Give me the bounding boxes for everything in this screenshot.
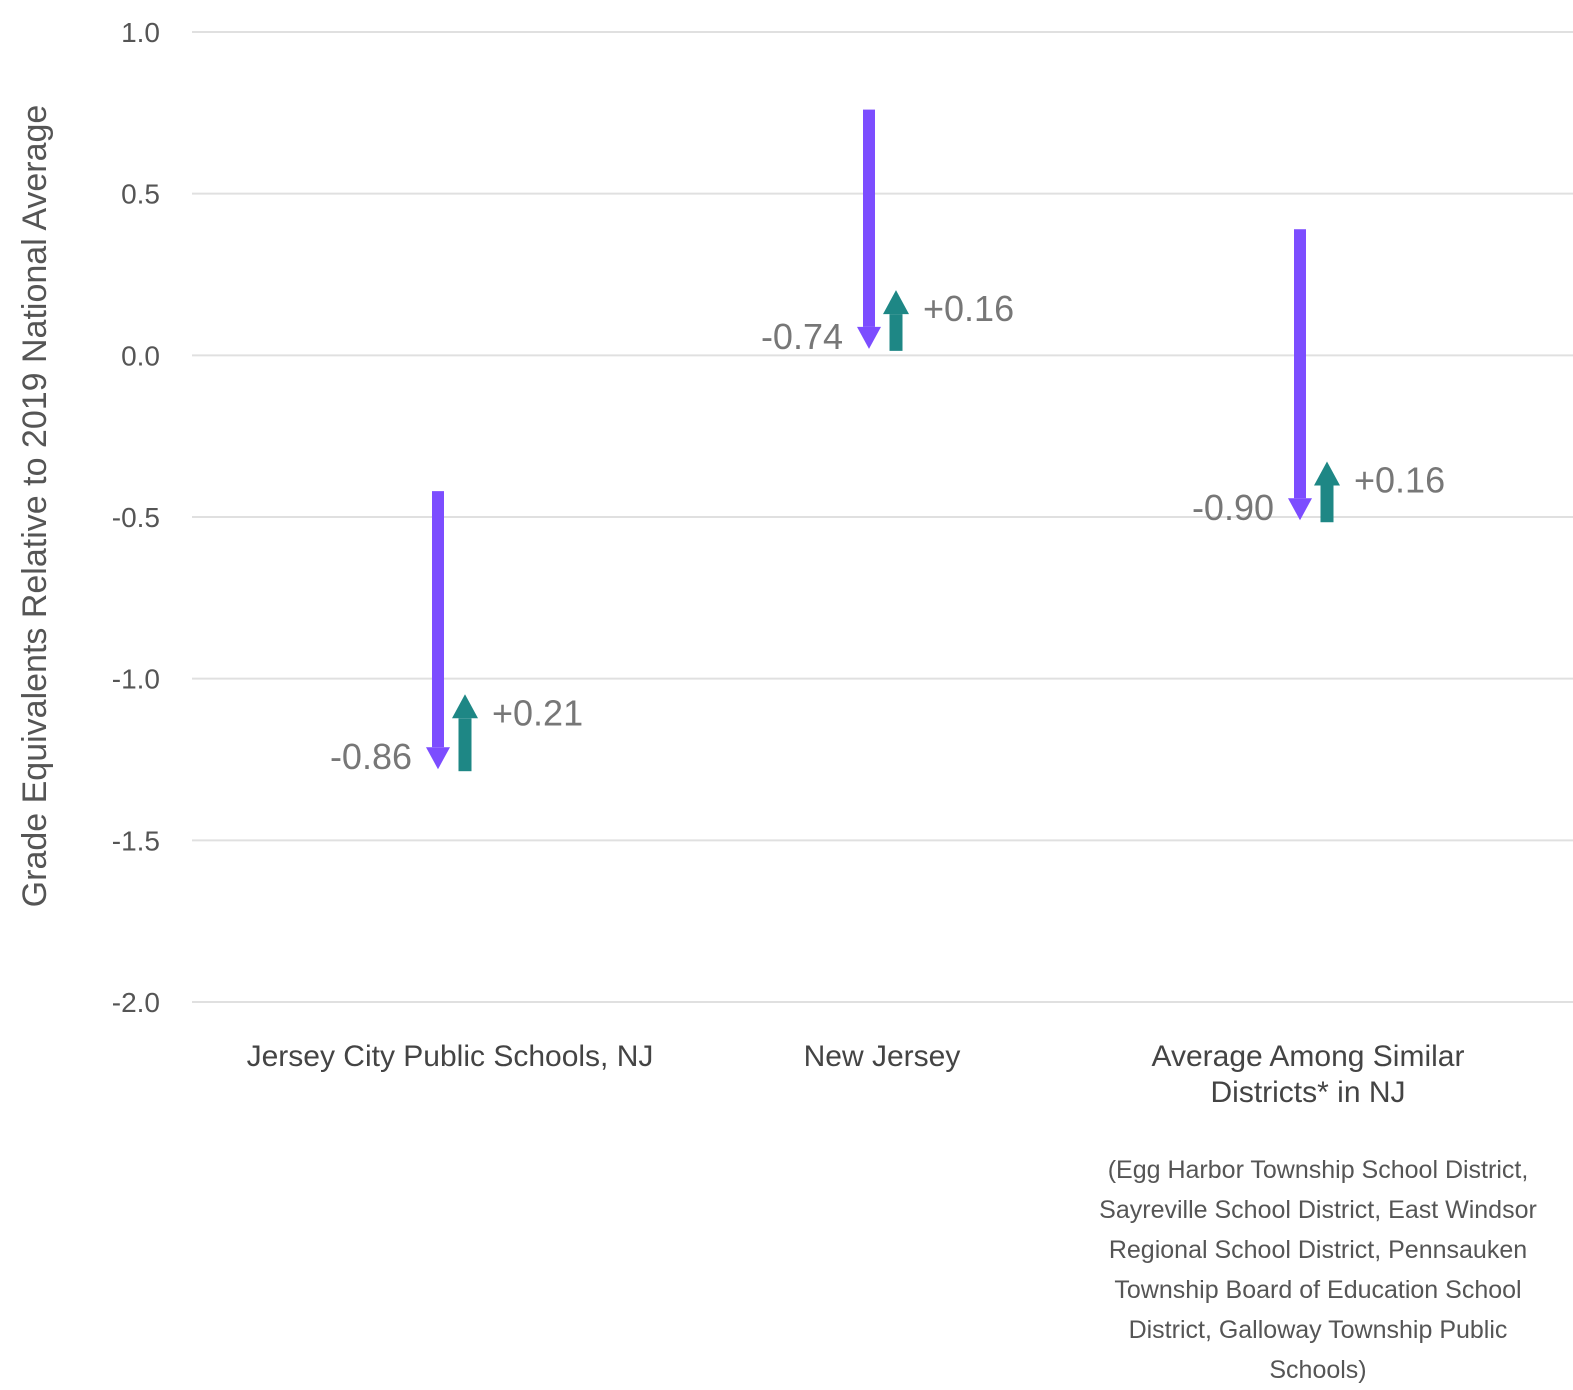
category-note: Township Board of Education School (1114, 1276, 1521, 1304)
recovery-arrow-head (883, 290, 909, 315)
y-tick-label: 0.5 (121, 179, 160, 210)
category-label: New Jersey (804, 1040, 961, 1073)
gridlines (192, 31, 1573, 1003)
y-axis-label: Grade Equivalents Relative to 2019 Natio… (16, 105, 54, 908)
y-tick-label: -0.5 (112, 502, 160, 533)
decline-arrow-head (1288, 498, 1312, 521)
recovery-arrow-head (1314, 461, 1340, 486)
recovery-value-label: +0.21 (492, 692, 583, 733)
y-tick-label: 0.0 (121, 340, 160, 371)
category-note: District, Galloway Township Public (1129, 1316, 1508, 1344)
recovery-value-label: +0.16 (923, 288, 1014, 329)
category-note: Sayreville School District, East Windsor (1099, 1196, 1537, 1224)
recovery-arrow-shaft (889, 314, 903, 351)
arrow-marks: -0.86 +0.21 -0.74 +0.16 -0.90 +0.16 (330, 109, 1445, 777)
y-tick-label: -1.5 (112, 825, 160, 856)
category-label: Districts* in NJ (1210, 1076, 1405, 1109)
decline-arrow-shaft (1294, 229, 1306, 499)
recovery-arrow-head (452, 694, 478, 719)
category-labels: Jersey City Public Schools, NJ New Jersey… (247, 1040, 1537, 1384)
y-tick-label: 1.0 (121, 17, 160, 48)
y-axis-ticks: 1.0 0.5 0.0 -0.5 -1.0 -1.5 -2.0 (112, 17, 160, 1018)
recovery-value-label: +0.16 (1354, 460, 1445, 501)
decline-value-label: -0.90 (1192, 487, 1274, 528)
decline-arrow-head (857, 326, 881, 349)
decline-arrow-head (426, 747, 450, 770)
category-note: Regional School District, Pennsauken (1109, 1236, 1527, 1264)
category-label: Average Among Similar (1152, 1040, 1465, 1073)
decline-value-label: -0.74 (761, 316, 843, 357)
y-tick-label: -1.0 (112, 664, 160, 695)
decline-arrow-shaft (432, 491, 444, 748)
recovery-arrow-shaft (458, 718, 472, 772)
decline-value-label: -0.86 (330, 736, 412, 777)
recovery-arrow-shaft (1320, 485, 1334, 523)
y-tick-label: -2.0 (112, 987, 160, 1018)
category-note: (Egg Harbor Township School District, (1108, 1156, 1529, 1184)
category-label: Jersey City Public Schools, NJ (247, 1040, 654, 1073)
decline-arrow-shaft (863, 109, 875, 327)
category-note: Schools) (1269, 1356, 1366, 1384)
